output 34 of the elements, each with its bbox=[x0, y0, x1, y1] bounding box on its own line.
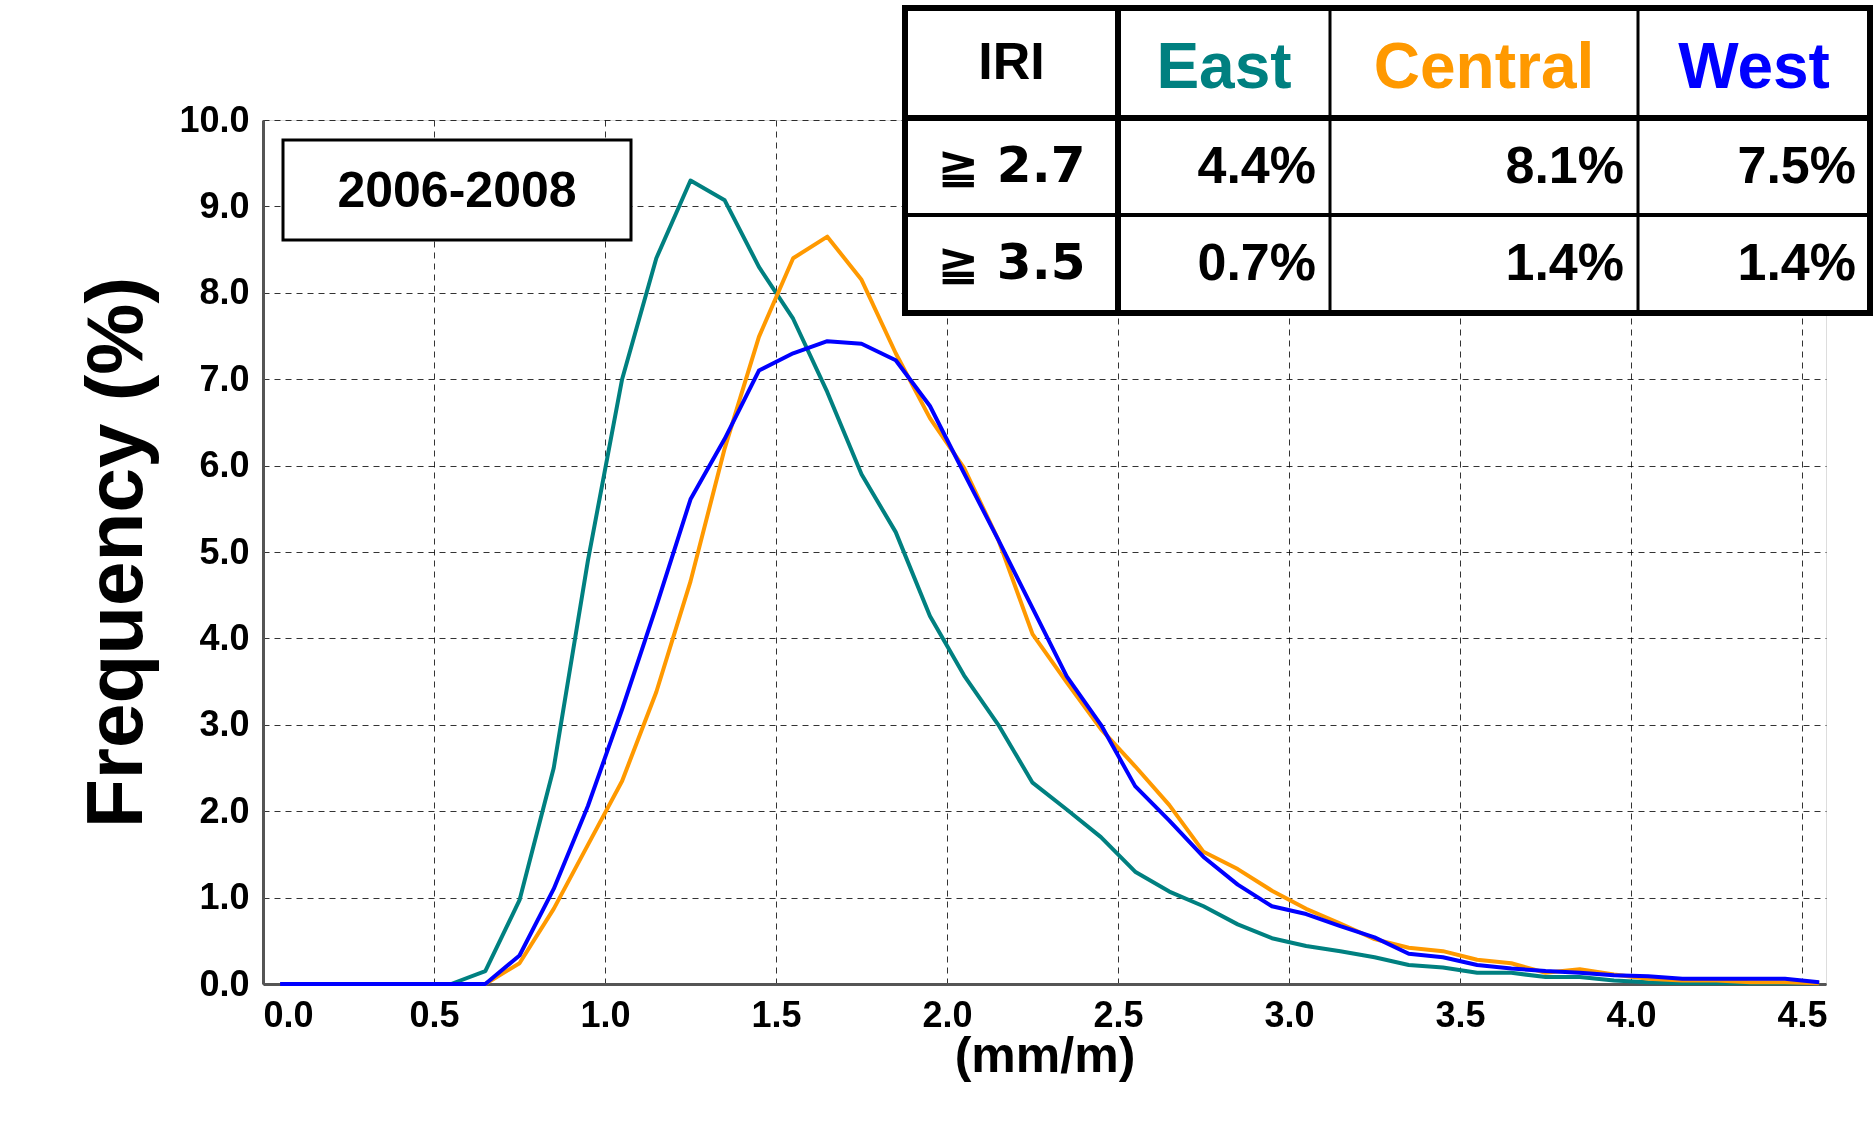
x-tick-label: 4.5 bbox=[1777, 993, 1828, 1035]
annotation: 1.4% bbox=[1505, 233, 1624, 291]
x-tick-label: 1.0 bbox=[580, 993, 631, 1035]
y-tick-label: 3.0 bbox=[199, 703, 250, 745]
annotation: 8.1% bbox=[1505, 135, 1624, 194]
text: Central bbox=[1373, 30, 1595, 102]
annotation: 2006-2008 bbox=[337, 162, 577, 218]
x-tick-label: 0.0 bbox=[263, 993, 314, 1035]
y-tick-label: 8.0 bbox=[199, 271, 250, 313]
y-tick-label: 1.0 bbox=[199, 876, 250, 918]
y-tick-label: 4.0 bbox=[199, 616, 250, 658]
annotation: ≧ 2.7 bbox=[937, 135, 1086, 194]
y-tick-label: 9.0 bbox=[199, 184, 250, 226]
annotation: 0.7% bbox=[1197, 233, 1316, 291]
annotation: ≧ 3.5 bbox=[937, 233, 1086, 291]
annotation: 4.4% bbox=[1197, 135, 1316, 194]
annotation: 1.4% bbox=[1737, 233, 1856, 291]
line-series bbox=[278, 339, 1822, 986]
text: East bbox=[1156, 30, 1292, 102]
x-tick-label: 3.5 bbox=[1435, 993, 1486, 1035]
y-tick-label: 2.0 bbox=[199, 789, 250, 831]
y-tick-label: 6.0 bbox=[199, 444, 250, 486]
y-tick-label: 0.0 bbox=[199, 962, 250, 1004]
y-tick-label: 10.0 bbox=[179, 98, 250, 140]
y-tick-label: 7.0 bbox=[199, 357, 250, 399]
text: IRI bbox=[978, 32, 1045, 90]
y-axis-title: Frequency (%) bbox=[70, 276, 160, 829]
x-tick-label: 4.0 bbox=[1606, 993, 1657, 1035]
x-tick-label: 1.5 bbox=[751, 993, 802, 1035]
x-tick-label: 3.0 bbox=[1264, 993, 1315, 1035]
y-tick-label: 5.0 bbox=[199, 530, 250, 572]
text: West bbox=[1678, 30, 1830, 102]
x-tick-label: 0.5 bbox=[409, 993, 460, 1035]
annotation: 7.5% bbox=[1737, 135, 1856, 194]
